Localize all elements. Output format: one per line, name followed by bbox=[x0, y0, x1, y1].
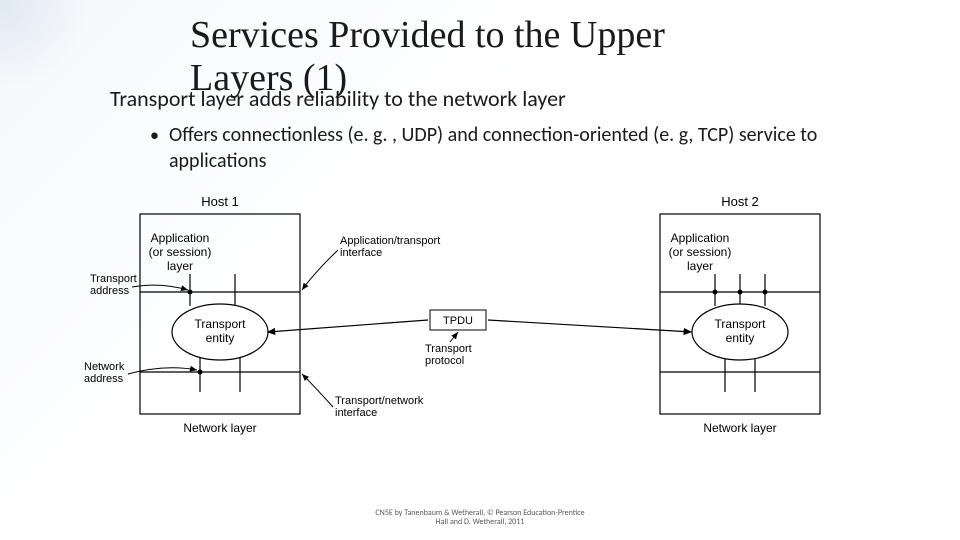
host1-title: Host 1 bbox=[201, 194, 239, 209]
host2-netlayer: Network layer bbox=[703, 421, 776, 435]
bullet-dot-icon: • bbox=[150, 122, 159, 148]
host2-app-l2: (or session) bbox=[669, 245, 732, 259]
footer-credit: CN5E by Tanenbaum & Wetherall, © Pearson… bbox=[0, 509, 960, 528]
footer-line-1: CN5E by Tanenbaum & Wetherall, © Pearson… bbox=[375, 508, 584, 518]
slide-subtitle: Transport layer adds reliability to the … bbox=[110, 85, 900, 112]
bullet-text: Offers connectionless (e. g. , UDP) and … bbox=[169, 122, 900, 174]
tnif-l2: interface bbox=[335, 407, 377, 419]
atif-l2: interface bbox=[340, 247, 382, 259]
host1-nsap-dot bbox=[198, 370, 203, 375]
host1-app-l2: (or session) bbox=[149, 245, 212, 259]
host2-te-l1: Transport bbox=[715, 317, 767, 331]
host1-te-l2: entity bbox=[206, 331, 235, 345]
host1-app-l1: Application bbox=[151, 231, 210, 245]
tpdu-line-right bbox=[488, 320, 692, 332]
naddr-l1: Network bbox=[84, 361, 125, 373]
host1-app-l3: layer bbox=[167, 259, 193, 273]
host2-dot-2 bbox=[738, 290, 743, 295]
middle-annotations: Application/transport interface TPDU Tra… bbox=[268, 235, 692, 419]
tproto-l1: Transport bbox=[425, 343, 472, 355]
tproto-arrow bbox=[450, 332, 458, 342]
taddr-l2: address bbox=[90, 285, 130, 297]
title-line-1: Services Provided to the Upper bbox=[190, 14, 665, 56]
tpdu-label: TPDU bbox=[443, 315, 473, 327]
host2-app-l1: Application bbox=[671, 231, 730, 245]
transport-layer-diagram: Host 1 Application (or session) layer Tr… bbox=[80, 192, 880, 492]
host2-group: Host 2 Application (or session) layer Tr… bbox=[660, 194, 820, 435]
host2-title: Host 2 bbox=[721, 194, 759, 209]
host1-group: Host 1 Application (or session) layer Tr… bbox=[140, 194, 300, 435]
host2-app-l3: layer bbox=[687, 259, 713, 273]
tnif-arrow bbox=[302, 374, 333, 407]
bullet-item: • Offers connectionless (e. g. , UDP) an… bbox=[150, 122, 900, 174]
tproto-l2: protocol bbox=[425, 355, 464, 367]
naddr-arrow bbox=[128, 368, 197, 374]
host1-te-l1: Transport bbox=[195, 317, 247, 331]
naddr-l2: address bbox=[84, 373, 124, 385]
atif-arrow bbox=[302, 250, 338, 290]
host1-netlayer: Network layer bbox=[183, 421, 256, 435]
slide-body: Services Provided to the Upper Layers (1… bbox=[0, 0, 960, 540]
host2-dot-1 bbox=[713, 290, 718, 295]
host2-dot-3 bbox=[763, 290, 768, 295]
tpdu-line-left bbox=[268, 320, 428, 332]
tnif-l1: Transport/network bbox=[335, 395, 424, 407]
atif-l1: Application/transport bbox=[340, 235, 440, 247]
host2-te-l2: entity bbox=[726, 331, 755, 345]
host1-tsap-dot bbox=[188, 290, 193, 295]
footer-line-2: Hall and D. Wetherall, 2011 bbox=[436, 517, 525, 527]
taddr-l1: Transport bbox=[90, 273, 137, 285]
